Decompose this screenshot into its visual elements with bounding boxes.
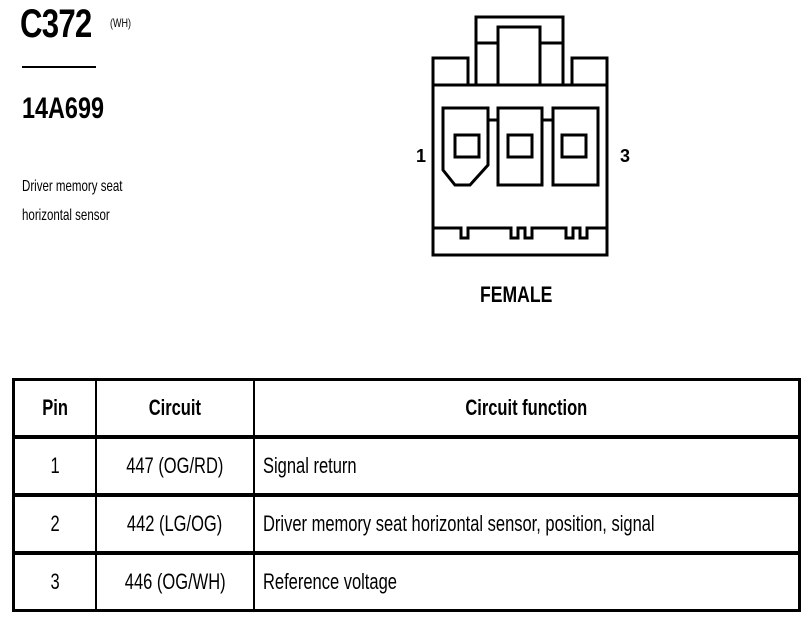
connector-description: Driver memory seat horizontal sensor — [22, 172, 180, 230]
description-line: Driver memory seat — [22, 178, 123, 195]
circuit-cell: 442 (LG/OG) — [95, 493, 255, 554]
table-row: 2 442 (LG/OG) Driver memory seat horizon… — [12, 493, 801, 554]
function-cell: Signal return — [253, 435, 801, 496]
header-circuit: Circuit — [95, 378, 255, 438]
table-row: 1 447 (OG/RD) Signal return — [12, 435, 801, 496]
bottom-rail — [433, 226, 607, 240]
divider — [22, 66, 96, 68]
connector-face-diagram: 1 3 — [416, 15, 630, 257]
pin-cavity-3 — [551, 106, 600, 187]
terminal-1 — [453, 133, 481, 159]
pinout-table: Pin Circuit Circuit function 1 447 (OG/R… — [12, 378, 801, 612]
pin-cell: 2 — [12, 493, 97, 554]
header-pin: Pin — [12, 378, 97, 438]
pin-cell: 1 — [12, 435, 97, 496]
function-cell: Driver memory seat horizontal sensor, po… — [253, 493, 801, 554]
connector-color: (WH) — [110, 16, 131, 30]
part-number: 14A699 — [22, 92, 104, 125]
circuit-cell: 447 (OG/RD) — [95, 435, 255, 496]
terminal-3 — [560, 133, 588, 159]
connector-body — [431, 83, 609, 257]
locking-tab — [474, 15, 565, 85]
pin-cell: 3 — [12, 551, 97, 612]
pin-label-3: 3 — [620, 146, 630, 166]
terminal-2 — [506, 133, 534, 159]
table-header: Pin Circuit Circuit function — [12, 378, 801, 438]
function-cell: Reference voltage — [253, 551, 801, 612]
connector-gender: FEMALE — [480, 282, 553, 307]
pin-label-1: 1 — [416, 146, 426, 166]
table-row: 3 446 (OG/WH) Reference voltage — [12, 551, 801, 612]
side-latches — [431, 56, 609, 85]
description-line: horizontal sensor — [22, 207, 110, 224]
pin-cavity-2 — [496, 106, 544, 187]
connector-id: C372 — [20, 2, 92, 46]
pin-cavity-1 — [441, 106, 490, 187]
circuit-cell: 446 (OG/WH) — [95, 551, 255, 612]
header-function: Circuit function — [253, 378, 801, 438]
